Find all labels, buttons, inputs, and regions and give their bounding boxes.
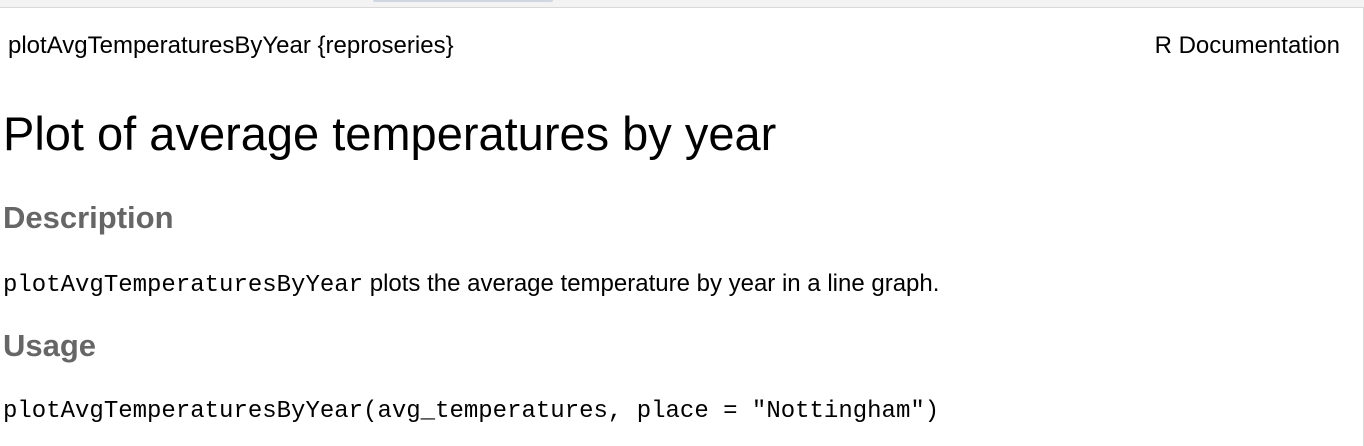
usage-code: plotAvgTemperaturesByYear(avg_temperatur… [3,398,940,425]
toolbar-tab-indicator[interactable] [373,0,553,2]
page-title: Plot of average temperatures by year [3,107,777,160]
doc-header: plotAvgTemperaturesByYear {reproseries} … [8,30,1340,62]
description-heading: Description [3,200,174,235]
top-toolbar-strip [0,0,1364,8]
description-text: plotAvgTemperaturesByYear plots the aver… [3,268,939,302]
function-reference: plotAvgTemperaturesByYear {reproseries} [8,32,454,59]
description-function-code: plotAvgTemperaturesByYear [3,272,364,299]
description-body: plots the average temperature by year in… [363,270,940,297]
r-documentation-label: R Documentation [1154,32,1340,59]
usage-heading: Usage [3,328,97,363]
